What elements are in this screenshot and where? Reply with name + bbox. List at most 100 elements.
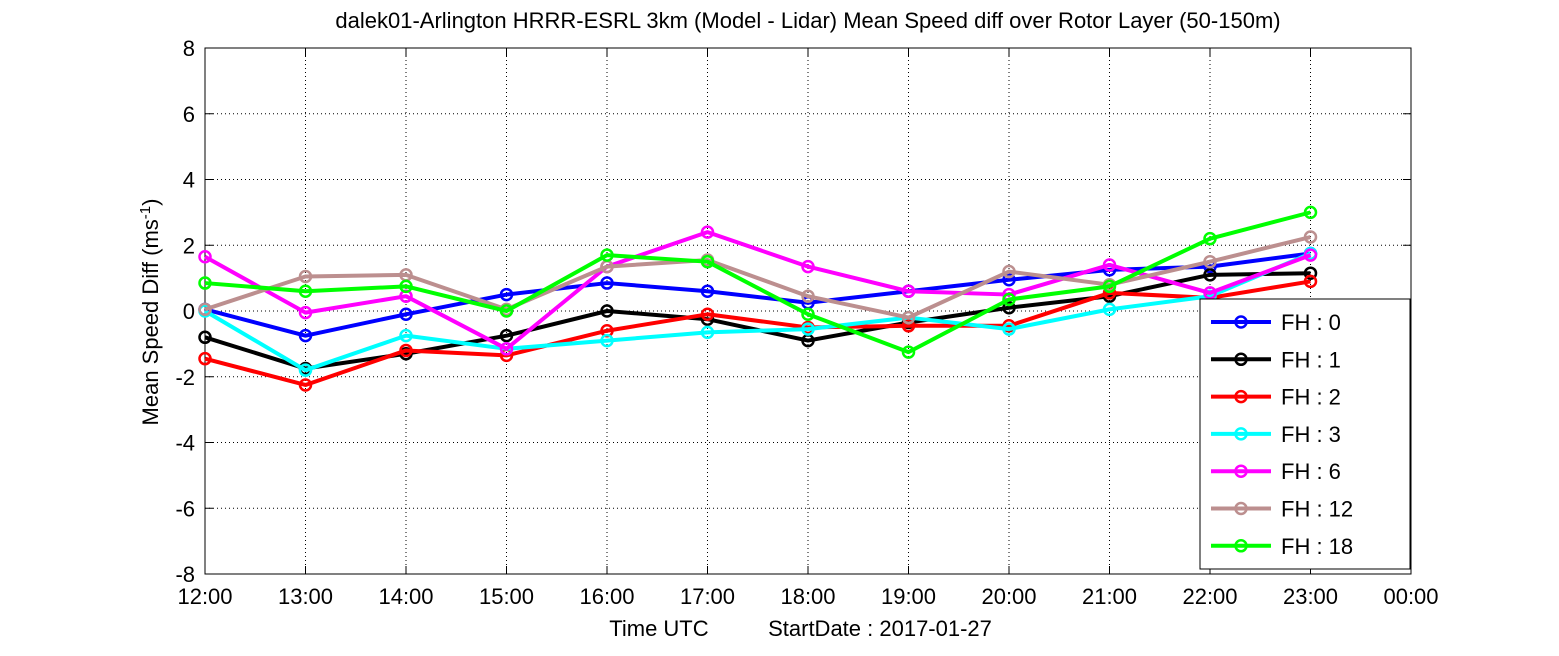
- data-point-marker: [399, 279, 413, 294]
- data-point-marker: [1303, 266, 1318, 280]
- legend: FH : 0 FH : 1 FH : 2 FH : 3 FH : 6 FH : 12 FH …: [1199, 298, 1411, 570]
- data-point-marker: [1303, 274, 1318, 289]
- series-line-3: [203, 251, 1312, 373]
- legend-marker: [1234, 389, 1248, 404]
- data-point-marker: [801, 307, 815, 322]
- legend-label: FH : 1: [1281, 347, 1341, 372]
- data-point-marker: [901, 284, 916, 299]
- series-group: [198, 205, 1318, 392]
- data-point-marker: [901, 319, 916, 333]
- data-point-marker: [499, 304, 514, 318]
- data-point-marker: [1102, 279, 1117, 294]
- data-point-marker: [600, 333, 614, 348]
- data-point-marker: [198, 302, 212, 317]
- y-tick-label: -8: [175, 562, 195, 587]
- legend-marker: [1234, 315, 1248, 329]
- data-point-marker: [600, 248, 614, 262]
- data-point-marker: [600, 276, 614, 290]
- data-point-marker: [1002, 322, 1016, 336]
- y-tick-label: 0: [183, 299, 195, 324]
- x-axis-start-date: StartDate : 2017-01-27: [768, 616, 992, 641]
- data-point-marker: [198, 250, 212, 264]
- data-point-marker: [1303, 248, 1318, 262]
- data-point-marker: [1102, 302, 1117, 317]
- x-tick-label: 16:00: [579, 584, 634, 609]
- x-tick-label: 19:00: [881, 584, 936, 609]
- legend-marker: [1234, 539, 1248, 553]
- data-point-marker: [901, 310, 916, 325]
- data-point-marker: [298, 363, 313, 377]
- data-point-marker: [499, 342, 514, 356]
- data-point-marker: [298, 269, 313, 284]
- data-point-marker: [298, 284, 313, 299]
- data-point-marker: [1002, 264, 1016, 279]
- y-tick-label: 8: [183, 36, 195, 61]
- data-point-marker: [801, 259, 815, 274]
- legend-label: FH : 0: [1281, 310, 1341, 335]
- legend-label: FH : 3: [1281, 422, 1341, 447]
- data-point-marker: [1002, 292, 1016, 307]
- data-point-marker: [700, 325, 715, 340]
- legend-label: FH : 12: [1281, 497, 1353, 522]
- x-tick-label: 20:00: [981, 584, 1036, 609]
- legend-marker: [1234, 501, 1248, 516]
- legend-label: FH : 18: [1281, 534, 1353, 559]
- x-tick-label: 18:00: [780, 584, 835, 609]
- x-tick-label: 00:00: [1383, 584, 1438, 609]
- data-point-marker: [499, 328, 514, 343]
- data-point-marker: [198, 276, 212, 290]
- y-tick-label: 2: [183, 233, 195, 258]
- series-line-6: [204, 210, 1312, 355]
- data-point-marker: [298, 328, 313, 343]
- y-axis-label-superscript: -1: [137, 206, 154, 219]
- data-point-marker: [399, 343, 413, 358]
- series-line-5: [204, 235, 1311, 320]
- data-point-marker: [700, 284, 715, 299]
- legend-marker: [1234, 427, 1248, 441]
- y-axis-label-close: ): [138, 199, 163, 206]
- data-point-marker: [1002, 273, 1016, 287]
- data-point-marker: [700, 254, 715, 269]
- legend-label: FH : 2: [1281, 385, 1341, 410]
- x-tick-label: 21:00: [1082, 584, 1137, 609]
- y-tick-label: -2: [175, 365, 195, 390]
- data-point-marker: [499, 287, 514, 302]
- data-point-marker: [600, 304, 614, 318]
- x-tick-label: 23:00: [1283, 584, 1338, 609]
- legend-label: FH : 6: [1281, 459, 1341, 484]
- data-point-marker: [700, 307, 715, 322]
- chart-title: dalek01-Arlington HRRR-ESRL 3km (Model -…: [335, 8, 1280, 33]
- data-point-marker: [901, 345, 916, 359]
- series-line-2: [204, 279, 1311, 387]
- data-point-marker: [1203, 231, 1217, 246]
- axis-ticks: 12:00 13:00 14:00 15:00 16:00 17:00 18:00 19:00…: [175, 36, 1438, 609]
- legend-marker: [1234, 464, 1248, 478]
- data-point-marker: [1203, 268, 1217, 282]
- legend-marker: [1234, 352, 1248, 367]
- data-point-marker: [1303, 205, 1318, 220]
- data-point-marker: [1203, 286, 1217, 300]
- series-line-4: [204, 230, 1312, 351]
- data-point-marker: [1203, 254, 1217, 269]
- x-tick-label: 12:00: [177, 584, 232, 609]
- data-point-marker: [700, 225, 715, 239]
- x-axis-label: Time UTC StartDate : 2017-01-27: [609, 616, 992, 641]
- y-axis-label: Mean Speed Diff (ms-1): [137, 199, 163, 426]
- x-tick-label: 13:00: [278, 584, 333, 609]
- data-point-marker: [1002, 300, 1016, 315]
- y-tick-label: 4: [183, 168, 195, 193]
- x-tick-label: 14:00: [378, 584, 433, 609]
- y-tick-label: -4: [175, 431, 195, 456]
- data-point-marker: [1102, 258, 1117, 272]
- y-axis-label-main: Mean Speed Diff (ms: [138, 219, 163, 425]
- data-point-marker: [399, 328, 413, 343]
- data-point-marker: [298, 378, 313, 392]
- data-point-marker: [801, 289, 815, 303]
- x-tick-label: 17:00: [680, 584, 735, 609]
- data-point-marker: [198, 330, 212, 345]
- data-point-marker: [399, 307, 413, 322]
- data-point-marker: [298, 305, 313, 320]
- y-tick-label: -6: [175, 496, 195, 521]
- x-tick-label: 22:00: [1182, 584, 1237, 609]
